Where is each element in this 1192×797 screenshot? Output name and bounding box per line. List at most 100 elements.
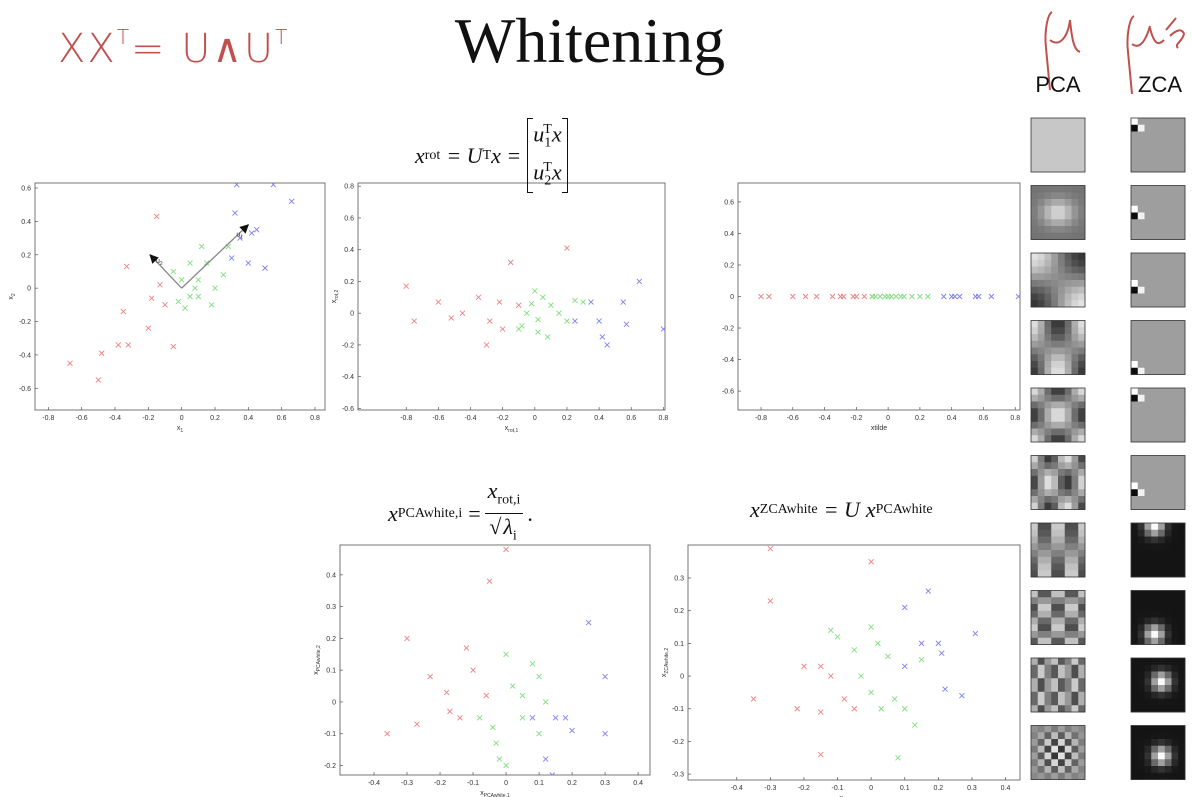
zca-patch-cell xyxy=(1172,496,1179,503)
x-tick-label: 0.1 xyxy=(534,780,544,787)
pca-patch-cell xyxy=(1031,267,1038,274)
zca-patch-cell xyxy=(1158,408,1165,415)
pca-patch-cell xyxy=(1038,233,1045,240)
zca-patch-cell xyxy=(1145,773,1152,780)
zca-patch-cell xyxy=(1172,206,1179,213)
zca-patch-cell xyxy=(1178,537,1185,544)
pca-patch-cell xyxy=(1058,321,1065,328)
zca-patch-cell xyxy=(1131,321,1138,328)
y-tick-label: 0.6 xyxy=(724,199,734,206)
zca-patch-cell xyxy=(1158,267,1165,274)
zca-patch-cell xyxy=(1165,456,1172,463)
pca-patch-cell xyxy=(1058,665,1065,672)
pca-patch-cell xyxy=(1038,213,1045,220)
pca-patch-cell xyxy=(1072,597,1079,604)
pca-patch-cell xyxy=(1045,395,1052,402)
zca-patch-cell xyxy=(1158,348,1165,355)
pca-patch-cell xyxy=(1051,726,1058,733)
pca-patch-cell xyxy=(1078,226,1085,233)
zca-patch-cell xyxy=(1178,206,1185,213)
zca-patch-cell xyxy=(1145,294,1152,301)
pca-patch-cell xyxy=(1038,118,1045,125)
zca-patch-cell xyxy=(1158,334,1165,341)
zca-patch-cell xyxy=(1151,368,1158,375)
zca-patch-cell xyxy=(1172,759,1179,766)
zca-patch-cell xyxy=(1145,280,1152,287)
zca-patch-cell xyxy=(1178,462,1185,469)
pca-patch-cell xyxy=(1072,469,1079,476)
zca-patch-cell xyxy=(1131,604,1138,611)
pca-patch-cell xyxy=(1072,341,1079,348)
zca-patch-cell xyxy=(1158,705,1165,712)
pca-patch-cell xyxy=(1031,125,1038,132)
zca-patch-cell xyxy=(1172,678,1179,685)
pca-patch-cell xyxy=(1078,435,1085,442)
pca-patch-cell xyxy=(1031,213,1038,220)
zca-patch-cell xyxy=(1158,692,1165,699)
zca-patch-cell xyxy=(1178,159,1185,166)
handwriting: XX xyxy=(58,26,117,72)
zca-patch-cell xyxy=(1151,253,1158,260)
pca-patch-cell xyxy=(1072,213,1079,220)
zca-patch-cell xyxy=(1131,435,1138,442)
pca-patch-cell xyxy=(1072,165,1079,172)
zca-patch-cell xyxy=(1151,422,1158,429)
zca-patch-cell xyxy=(1145,469,1152,476)
zca-patch-cell xyxy=(1138,726,1145,733)
zca-patch-cell xyxy=(1151,341,1158,348)
pca-patch-cell xyxy=(1065,138,1072,145)
pca-patch-cell xyxy=(1038,523,1045,530)
zca-patch-cell xyxy=(1151,388,1158,395)
y-tick-label: -0.1 xyxy=(672,706,684,713)
pca-patch-cell xyxy=(1045,138,1052,145)
zca-patch-cell xyxy=(1138,253,1145,260)
handwritten-equation: XXT= U∧UT xyxy=(58,25,289,72)
pca-patch-cell xyxy=(1078,199,1085,206)
pca-patch-cell xyxy=(1045,692,1052,699)
zca-patch-cell xyxy=(1151,213,1158,220)
zca-patch-cell xyxy=(1165,159,1172,166)
pca-patch-cell xyxy=(1058,395,1065,402)
pca-patch-cell xyxy=(1031,496,1038,503)
zca-patch-cell xyxy=(1158,759,1165,766)
pca-patch-cell xyxy=(1078,759,1085,766)
zca-patch-cell xyxy=(1145,213,1152,220)
y-tick-label: 0 xyxy=(332,699,336,706)
zca-patch-cell xyxy=(1138,192,1145,199)
zca-patch-cell xyxy=(1131,557,1138,564)
zca-patch-cell xyxy=(1138,692,1145,699)
zca-patch-cell xyxy=(1145,341,1152,348)
zca-patch-cell xyxy=(1178,300,1185,307)
x-tick-label: 0.6 xyxy=(979,415,989,422)
pca-patch-cell xyxy=(1078,253,1085,260)
zca-patch-cell xyxy=(1172,159,1179,166)
zca-patch-cell xyxy=(1138,159,1145,166)
pca-patch-cell xyxy=(1051,327,1058,334)
zca-patch-cell xyxy=(1172,435,1179,442)
pca-patch-cell xyxy=(1031,766,1038,773)
pca-patch-cell xyxy=(1078,753,1085,760)
zca-patch-cell xyxy=(1165,503,1172,510)
pca-patch-cell xyxy=(1045,773,1052,780)
zca-patch-cell xyxy=(1172,226,1179,233)
pca-patch-cell xyxy=(1058,597,1065,604)
pca-patch-cell xyxy=(1031,705,1038,712)
pca-patch-cell xyxy=(1038,334,1045,341)
zca-patch-cell xyxy=(1138,699,1145,706)
pca-patch-cell xyxy=(1065,550,1072,557)
zca-patch-cell xyxy=(1178,624,1185,631)
zca-patch-cell xyxy=(1138,429,1145,436)
zca-patch-cell xyxy=(1138,665,1145,672)
zca-patch-cell xyxy=(1145,665,1152,672)
zca-patch-cell xyxy=(1172,685,1179,692)
zca-patch-cell xyxy=(1138,483,1145,490)
zca-patch-cell xyxy=(1158,280,1165,287)
pca-patch-cell xyxy=(1058,523,1065,530)
pca-patch-cell xyxy=(1038,280,1045,287)
zca-patch-cell xyxy=(1172,739,1179,746)
pca-patch-cell xyxy=(1038,611,1045,618)
pca-patch-cell xyxy=(1051,692,1058,699)
zca-patch-cell xyxy=(1151,348,1158,355)
pca-patch-cell xyxy=(1058,456,1065,463)
zca-patch-cell xyxy=(1151,294,1158,301)
